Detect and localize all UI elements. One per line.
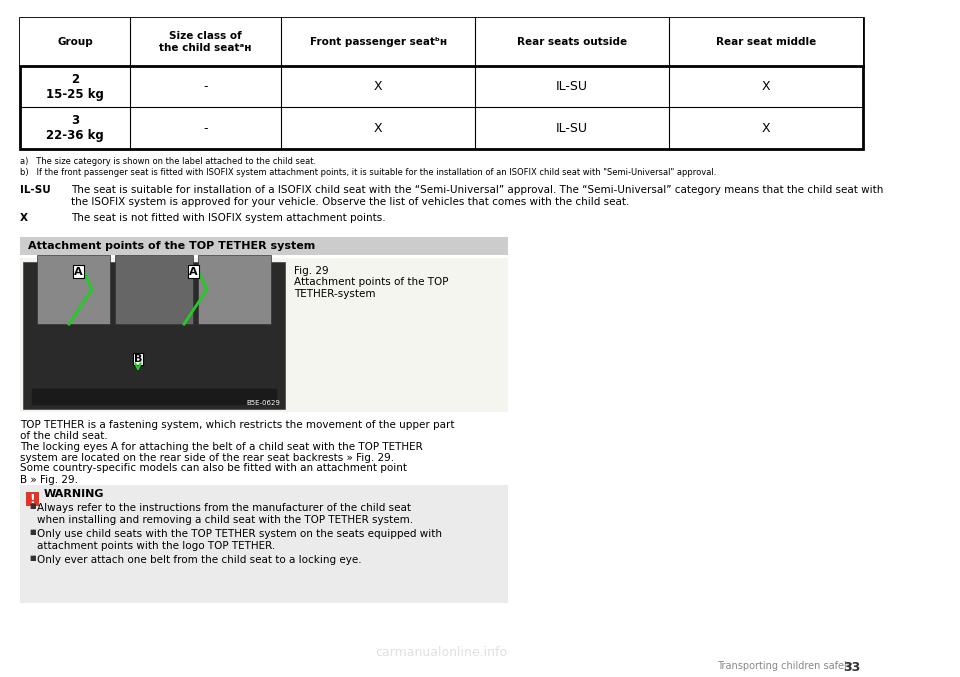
- Bar: [20, 485, 508, 603]
- Text: B: B: [133, 354, 142, 364]
- Text: X: X: [761, 122, 770, 135]
- Bar: [36, 255, 110, 324]
- Bar: [20, 257, 508, 412]
- Text: ■: ■: [30, 529, 36, 535]
- Text: b)   If the front passenger seat is fitted with ISOFIX system attachment points,: b) If the front passenger seat is fitted…: [20, 168, 716, 177]
- Text: The locking eyes A for attaching the belt of a child seat with the TOP TETHER
sy: The locking eyes A for attaching the bel…: [20, 441, 423, 463]
- Bar: [115, 255, 193, 324]
- Text: Attachment points of the TOP TETHER system: Attachment points of the TOP TETHER syst…: [28, 240, 315, 250]
- Text: Rear seats outside: Rear seats outside: [517, 37, 627, 47]
- Text: Size class of
the child seatᵃʜ: Size class of the child seatᵃʜ: [159, 31, 252, 53]
- Bar: [26, 492, 38, 506]
- Text: !: !: [30, 493, 36, 506]
- Text: -: -: [204, 122, 208, 135]
- Text: Group: Group: [58, 37, 93, 47]
- Text: X: X: [374, 122, 383, 135]
- Text: Only use child seats with the TOP TETHER system on the seats equipped with
attac: Only use child seats with the TOP TETHER…: [36, 529, 442, 550]
- Text: The seat is suitable for installation of a ISOFIX child seat with the “Semi-Univ: The seat is suitable for installation of…: [71, 185, 883, 206]
- Text: Always refer to the instructions from the manufacturer of the child seat
when in: Always refer to the instructions from th…: [36, 503, 413, 525]
- Text: TOP TETHER is a fastening system, which restricts the movement of the upper part: TOP TETHER is a fastening system, which …: [20, 420, 455, 441]
- Bar: [20, 18, 863, 149]
- Text: A: A: [74, 267, 83, 276]
- Bar: [198, 255, 272, 324]
- Text: ■: ■: [30, 503, 36, 509]
- Text: The seat is not fitted with ISOFIX system attachment points.: The seat is not fitted with ISOFIX syste…: [71, 213, 386, 223]
- Text: a)   The size category is shown on the label attached to the child seat.: a) The size category is shown on the lab…: [20, 157, 317, 166]
- Text: ■: ■: [30, 555, 36, 561]
- Text: IL-SU: IL-SU: [20, 185, 51, 195]
- Text: 2
15-25 kg: 2 15-25 kg: [46, 72, 104, 100]
- Text: Transporting children safely: Transporting children safely: [717, 661, 853, 672]
- Text: B5E-0629: B5E-0629: [247, 399, 280, 406]
- Text: Rear seat middle: Rear seat middle: [716, 37, 816, 47]
- Text: X: X: [761, 80, 770, 93]
- Bar: [23, 261, 285, 409]
- Text: 33: 33: [843, 661, 860, 674]
- Text: 3
22-36 kg: 3 22-36 kg: [46, 114, 104, 142]
- Bar: [20, 18, 863, 66]
- Text: WARNING: WARNING: [43, 489, 104, 499]
- Text: A: A: [189, 267, 198, 276]
- Text: -: -: [204, 80, 208, 93]
- Text: Fig. 29
Attachment points of the TOP
TETHER-system: Fig. 29 Attachment points of the TOP TET…: [295, 265, 449, 299]
- Text: Only ever attach one belt from the child seat to a locking eye.: Only ever attach one belt from the child…: [36, 555, 361, 565]
- Text: X: X: [20, 213, 28, 223]
- Text: X: X: [374, 80, 383, 93]
- Text: carmanualonline.info: carmanualonline.info: [375, 647, 508, 659]
- Text: IL-SU: IL-SU: [556, 122, 588, 135]
- Text: Some country-specific models can also be fitted with an attachment point
B » Fig: Some country-specific models can also be…: [20, 464, 407, 485]
- Text: IL-SU: IL-SU: [556, 80, 588, 93]
- Bar: [20, 237, 508, 255]
- Text: Front passenger seatᵇʜ: Front passenger seatᵇʜ: [310, 37, 447, 47]
